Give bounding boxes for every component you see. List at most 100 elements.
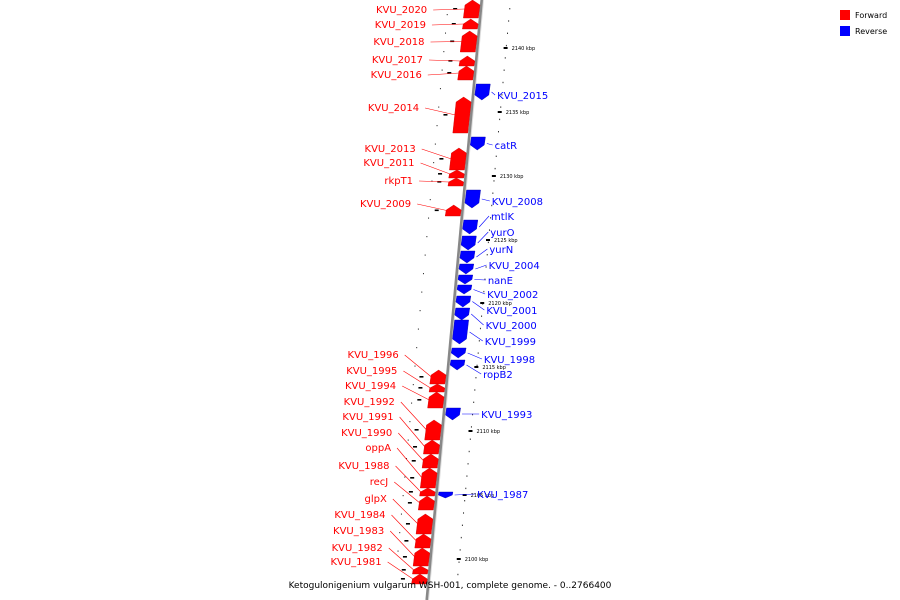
minor-tick bbox=[503, 69, 505, 71]
gene-tick bbox=[407, 502, 412, 504]
minor-tick bbox=[469, 438, 471, 440]
forward-gene-label: KVU_1988 bbox=[338, 461, 389, 472]
gene-kvu-2020 bbox=[463, 0, 481, 19]
minor-tick bbox=[397, 550, 399, 552]
gene-tick bbox=[439, 158, 444, 160]
minor-tick bbox=[417, 328, 419, 330]
minor-tick bbox=[470, 426, 472, 428]
minor-tick bbox=[431, 180, 433, 182]
leader-line bbox=[421, 148, 452, 160]
leader-line bbox=[481, 198, 490, 202]
minor-tick bbox=[476, 364, 478, 367]
leader-line bbox=[433, 8, 466, 11]
major-tick bbox=[491, 175, 496, 177]
forward-gene-label: KVU_1990 bbox=[341, 428, 392, 439]
minor-tick bbox=[485, 266, 487, 268]
tick-label: 2100 kbp bbox=[465, 557, 489, 563]
leader-line bbox=[395, 465, 422, 493]
gene-kvu-2015 bbox=[474, 83, 491, 101]
reverse-gene-label: KVU_1998 bbox=[484, 355, 535, 366]
reverse-gene-label: nanE bbox=[488, 276, 513, 287]
leader-line bbox=[491, 91, 496, 96]
minor-tick bbox=[421, 291, 423, 293]
major-tick bbox=[497, 111, 502, 113]
gene-tick bbox=[413, 446, 418, 448]
gene-kvu-2011 bbox=[448, 169, 465, 179]
gene-ropb2 bbox=[449, 359, 466, 371]
minor-tick bbox=[414, 365, 416, 367]
forward-gene-label: KVU_2018 bbox=[373, 37, 424, 48]
gene-kvu-2017 bbox=[458, 55, 476, 67]
minor-tick bbox=[474, 389, 476, 391]
gene-tick bbox=[418, 387, 423, 389]
minor-tick bbox=[483, 290, 485, 293]
leader-line bbox=[417, 203, 447, 211]
gene-glpx bbox=[415, 513, 434, 535]
gene-tick bbox=[401, 569, 406, 571]
major-tick bbox=[486, 239, 490, 241]
gene-kvu-1996 bbox=[429, 369, 447, 385]
minor-tick bbox=[424, 254, 426, 256]
minor-tick bbox=[499, 118, 501, 121]
leader-line bbox=[467, 352, 483, 360]
genome-caption: Ketogulonigenium vulgarum WSH-001, compl… bbox=[289, 581, 612, 591]
gene-tick bbox=[453, 8, 458, 10]
leader-line bbox=[469, 331, 483, 342]
forward-gene-label: KVU_1982 bbox=[332, 543, 383, 554]
forward-gene-label: KVU_1996 bbox=[348, 350, 399, 361]
gene-kvu-1992 bbox=[424, 419, 442, 441]
forward-gene-label: KVU_1991 bbox=[342, 412, 393, 423]
gene-oppa bbox=[420, 467, 438, 489]
reverse-gene-label: ropB2 bbox=[483, 370, 513, 381]
forward-gene-label: KVU_1984 bbox=[334, 510, 385, 521]
gene-tick bbox=[419, 376, 424, 378]
leader-line bbox=[389, 530, 416, 558]
gene-tick bbox=[447, 72, 452, 74]
gene-kvu-1993 bbox=[445, 407, 461, 421]
major-tick bbox=[480, 302, 485, 304]
minor-tick bbox=[475, 377, 477, 379]
gene-kvu-2004 bbox=[458, 263, 475, 275]
legend-label-reverse: Reverse bbox=[855, 27, 887, 36]
gene-kvu-2018 bbox=[460, 30, 478, 53]
tick-label: 2140 kbp bbox=[512, 46, 536, 52]
minor-tick bbox=[492, 192, 494, 194]
minor-tick bbox=[490, 217, 492, 219]
leader-line bbox=[387, 561, 414, 580]
minor-tick bbox=[473, 401, 475, 403]
leader-line bbox=[476, 248, 488, 258]
minor-tick bbox=[446, 14, 448, 16]
leader-line bbox=[419, 180, 450, 183]
gene-rkpt1 bbox=[447, 177, 464, 187]
minor-tick bbox=[460, 536, 462, 539]
minor-tick bbox=[416, 347, 418, 349]
forward-gene-label: KVU_1992 bbox=[344, 397, 395, 408]
reverse-gene-label: KVU_2004 bbox=[489, 261, 540, 272]
minor-tick bbox=[507, 32, 509, 34]
reverse-gene-label: yurN bbox=[489, 245, 513, 256]
gene-kvu-2001 bbox=[455, 295, 472, 308]
minor-tick bbox=[438, 106, 440, 108]
gene-kvu-2000 bbox=[454, 307, 471, 321]
leader-line bbox=[403, 370, 431, 389]
leader-line bbox=[454, 493, 476, 496]
leader-line bbox=[486, 143, 493, 146]
leader-line bbox=[477, 231, 489, 244]
forward-gene-label: KVU_2016 bbox=[371, 70, 422, 81]
gene-kvu-1995 bbox=[428, 383, 446, 393]
gene-kvu-1982 bbox=[412, 565, 429, 575]
reverse-gene-label: KVU_2000 bbox=[486, 321, 537, 332]
forward-gene-label: recJ bbox=[370, 477, 389, 488]
minor-tick bbox=[464, 500, 466, 502]
gene-catr bbox=[470, 136, 486, 151]
legend-swatch-reverse bbox=[840, 26, 850, 36]
minor-tick bbox=[495, 155, 497, 157]
minor-tick bbox=[466, 475, 468, 477]
minor-tick bbox=[509, 8, 511, 10]
leader-line bbox=[392, 498, 419, 525]
gene-kvu-1991 bbox=[423, 439, 440, 455]
gene-tick bbox=[402, 556, 407, 558]
minor-tick bbox=[445, 32, 447, 34]
gene-tick bbox=[404, 540, 409, 542]
